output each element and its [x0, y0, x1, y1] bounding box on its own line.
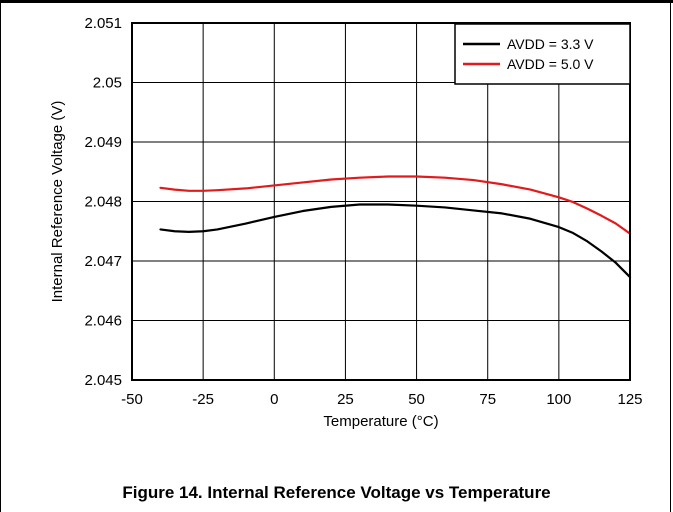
x-tick-label: 0 [270, 391, 278, 408]
x-tick-labels: -50 -25 0 25 50 75 100 125 [121, 391, 642, 408]
x-axis-label: Temperature (°C) [323, 413, 438, 430]
y-tick-label: 2.047 [84, 253, 122, 270]
series-line-1 [159, 175, 632, 235]
legend-box [454, 23, 631, 85]
y-axis-label: Internal Reference Voltage (V) [49, 101, 66, 303]
figure-top-border [0, 0, 673, 3]
legend-label-avdd-3-3: AVDD = 3.3 V [507, 36, 594, 52]
x-tick-label: -25 [192, 391, 214, 408]
series-line-0 [159, 203, 632, 279]
y-tick-label: 2.048 [84, 194, 122, 211]
x-tick-label: -50 [121, 391, 143, 408]
y-tick-label: 2.05 [93, 75, 122, 92]
series-layer [159, 175, 632, 279]
plot-area-border [131, 22, 631, 381]
chart: -50 -25 0 25 50 75 100 125 2.045 2.046 2.047 2.048… [49, 15, 643, 430]
figure-caption: Figure 14. Internal Reference Voltage vs… [122, 483, 551, 502]
x-tick-label: 75 [479, 391, 496, 408]
x-tick-label: 100 [546, 391, 571, 408]
y-tick-label: 2.051 [84, 15, 122, 32]
x-tick-label: 25 [337, 391, 354, 408]
x-tick-label: 50 [408, 391, 425, 408]
y-tick-label: 2.049 [84, 134, 122, 151]
y-tick-label: 2.046 [84, 313, 122, 330]
legend: AVDD = 3.3 V AVDD = 5.0 V [454, 23, 631, 85]
y-tick-label: 2.045 [84, 372, 122, 389]
legend-label-avdd-5-0: AVDD = 5.0 V [507, 56, 594, 72]
x-tick-label: 125 [617, 391, 642, 408]
y-tick-labels: 2.045 2.046 2.047 2.048 2.049 2.05 2.051 [84, 15, 122, 389]
